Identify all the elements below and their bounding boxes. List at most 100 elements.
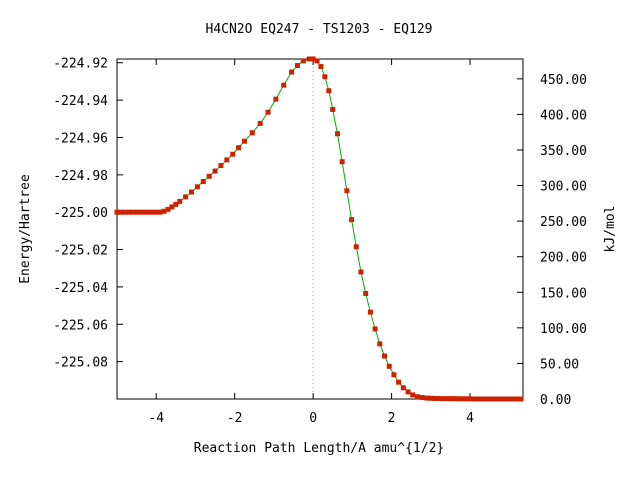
data-point: [177, 198, 183, 204]
data-point: [424, 395, 430, 401]
data-point: [363, 290, 369, 296]
y2-tick-label: 450.00: [540, 73, 587, 88]
data-point: [391, 372, 397, 378]
data-point: [161, 208, 167, 214]
series-line: [117, 58, 522, 400]
y2-tick-label: 300.00: [540, 180, 587, 195]
y-tick-label: -224.94: [53, 94, 108, 109]
data-point: [372, 326, 378, 332]
data-point: [153, 209, 159, 215]
x-tick-label: -4: [148, 411, 164, 426]
data-point: [241, 138, 247, 144]
data-point: [491, 396, 497, 402]
x-tick-label: 2: [388, 411, 396, 426]
y-axis-ticks: -224.92 -224.94 -224.96 -224.98 -225.00 -225.…: [53, 57, 123, 371]
data-point: [495, 396, 501, 402]
data-point: [419, 395, 425, 401]
data-point: [436, 395, 442, 401]
y-tick-label: -224.92: [53, 57, 108, 72]
data-point: [479, 396, 485, 402]
data-point: [339, 159, 345, 165]
y-axis-label: Energy/Hartree: [18, 174, 33, 284]
data-point: [114, 209, 120, 215]
x-tick-label: -2: [227, 411, 243, 426]
data-point: [487, 396, 493, 402]
data-point: [218, 162, 224, 168]
data-point: [498, 396, 504, 402]
y2-tick-label: 200.00: [540, 251, 587, 266]
data-point: [471, 396, 477, 402]
data-point: [183, 194, 189, 200]
data-point: [414, 394, 420, 400]
data-point: [396, 379, 402, 385]
data-point: [349, 217, 355, 223]
data-point: [518, 396, 524, 402]
data-point: [475, 396, 481, 402]
data-point: [514, 396, 520, 402]
y2-tick-label: 350.00: [540, 144, 587, 159]
data-point: [273, 96, 279, 102]
data-point: [134, 209, 140, 215]
data-point: [249, 130, 255, 136]
data-point: [444, 396, 450, 402]
y2-tick-label: 150.00: [540, 286, 587, 301]
y-tick-label: -225.00: [53, 206, 108, 221]
y-tick-label: -225.04: [53, 281, 108, 296]
data-point: [447, 396, 453, 402]
data-point: [310, 56, 316, 62]
data-point: [126, 209, 132, 215]
data-point: [326, 88, 332, 94]
data-point: [506, 396, 512, 402]
data-point: [502, 396, 508, 402]
y-tick-label: -225.02: [53, 244, 108, 259]
y2-tick-label: 250.00: [540, 215, 587, 230]
y2-tick-label: 400.00: [540, 108, 587, 123]
data-point: [149, 209, 155, 215]
y2-axis-label: kJ/mol: [603, 206, 618, 253]
data-point: [306, 56, 312, 62]
data-point: [405, 389, 411, 395]
data-point: [451, 396, 457, 402]
data-point: [314, 58, 320, 64]
data-point: [257, 120, 263, 126]
y2-tick-label: 100.00: [540, 322, 587, 337]
data-point: [440, 396, 446, 402]
data-point: [353, 244, 359, 250]
data-point: [386, 363, 392, 369]
data-point: [212, 168, 218, 174]
y2-tick-label: 50.00: [540, 357, 579, 372]
data-point: [200, 179, 206, 185]
data-point: [165, 206, 171, 212]
data-point: [358, 269, 364, 275]
data-point: [118, 209, 124, 215]
data-point: [289, 69, 295, 75]
data-point: [382, 353, 388, 359]
data-point: [432, 395, 438, 401]
data-point: [194, 184, 200, 190]
data-point: [145, 209, 151, 215]
series-markers: [114, 56, 524, 402]
y-tick-label: -225.08: [53, 356, 108, 371]
x-tick-label: 4: [466, 411, 474, 426]
data-point: [410, 392, 416, 398]
data-point: [130, 209, 136, 215]
y2-axis-ticks: 450.00 400.00 350.00 300.00 250.00 200.00 150.…: [517, 73, 587, 408]
data-point: [318, 63, 324, 69]
data-point: [206, 173, 212, 179]
plot-frame: [116, 58, 524, 400]
data-point: [189, 189, 195, 195]
data-point: [483, 396, 489, 402]
y2-tick-label: 0.00: [540, 393, 571, 408]
data-point: [236, 145, 242, 151]
data-point: [459, 396, 465, 402]
data-point: [173, 201, 179, 207]
data-point: [330, 106, 336, 112]
data-point: [141, 209, 147, 215]
data-point: [122, 209, 128, 215]
data-point: [300, 58, 306, 64]
data-point: [157, 209, 163, 215]
y-tick-label: -225.06: [53, 318, 108, 333]
data-point: [224, 157, 230, 163]
x-axis-ticks: -4 -2 0 2 4: [148, 59, 474, 426]
